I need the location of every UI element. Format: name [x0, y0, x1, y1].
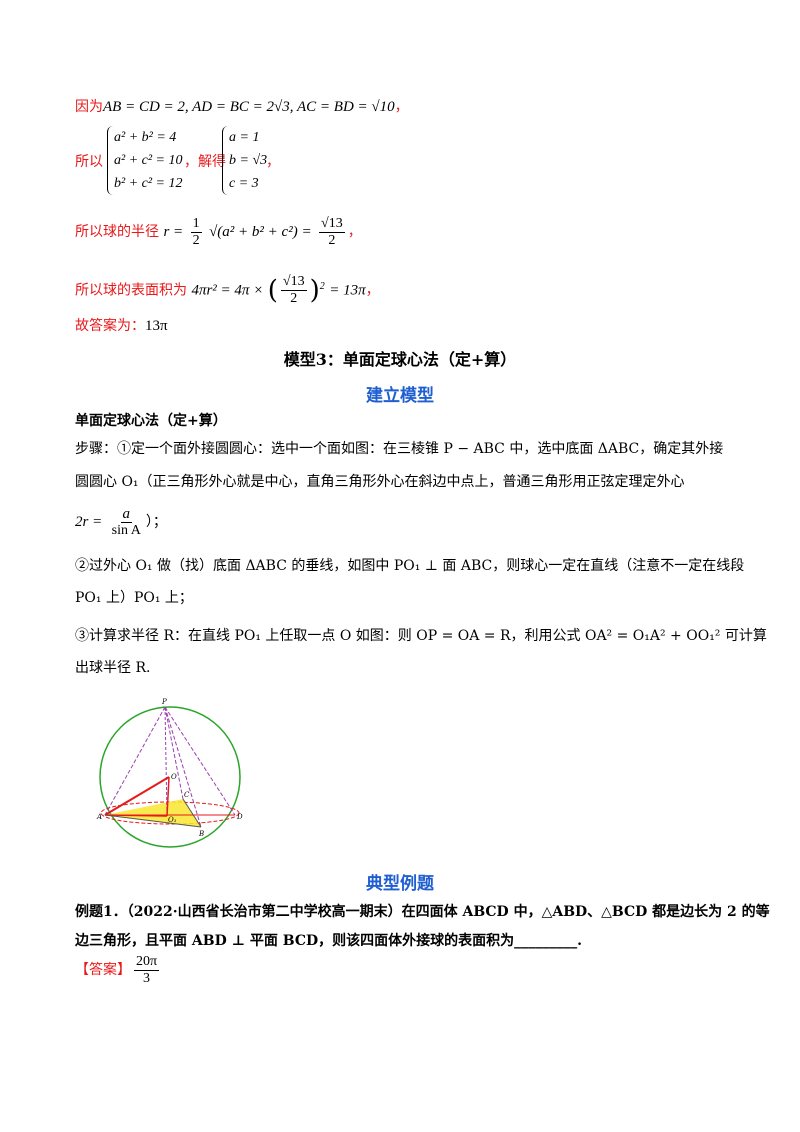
question-line: 边三角形，且平面 ABD ⊥ 平面 BCD，则该四面体外接球的表面积为_____… [75, 933, 583, 949]
text: 故答案为： [75, 318, 145, 334]
numerator: 20π [134, 953, 160, 971]
math: AB = CD = 2, AD = BC = 2√3, AC = BD = √1… [103, 99, 395, 115]
equation: b = √3 [229, 153, 268, 168]
equation: a² + b² = 4 [114, 130, 177, 145]
formula-line: 2r = a sin A）； [75, 504, 167, 540]
math: 13π [145, 318, 168, 334]
paragraph-line: ③计算求半径 R：在直线 PO₁ 上任取一点 O 如图：则 OP = OA = … [75, 628, 767, 644]
equation-system: a² + b² = 4 a² + c² = 10 b² + c² = 12 [107, 126, 183, 195]
text: 所以 [75, 154, 103, 170]
fraction: √13 2 [280, 274, 307, 307]
equation: b² + c² = 12 [114, 176, 183, 191]
denominator: 2 [328, 232, 336, 248]
line: 所以球的表面积为 4πr² = 4π × (√13 2)2 = 13π， [75, 274, 380, 307]
equation: c = 3 [229, 176, 259, 191]
question-line: 例题1．（2022·山西省长治市第二中学校高一期末）在四面体 ABCD 中，△A… [75, 904, 770, 920]
text: 所以球的表面积为 [75, 282, 187, 299]
denominator: 2 [290, 291, 298, 307]
equation: a² + c² = 10 [114, 153, 183, 168]
text: ， [394, 99, 409, 115]
paragraph-line: ②过外心 O₁ 做（找）底面 ΔABC 的垂线，如图中 PO₁ ⊥ 面 ABC，… [75, 558, 745, 574]
text: 所以球的半径 [75, 224, 159, 240]
section-title: 典型例题 [366, 874, 434, 894]
figure-label: O₁ [168, 816, 177, 824]
numerator: √13 [319, 215, 345, 233]
figure-label: C [184, 791, 190, 799]
math: 2r = [75, 514, 103, 530]
math: r = [163, 224, 184, 240]
figure-label: O [171, 773, 177, 781]
figure-label: D [236, 813, 243, 821]
text: 因为 [75, 99, 103, 115]
text: ， [365, 282, 380, 299]
figure-label: A [96, 813, 102, 821]
fraction: a sin A [110, 506, 143, 539]
section-title: 建立模型 [366, 386, 434, 406]
numerator: 1 [190, 215, 202, 233]
sphere-figure: P O C A O₁ B D [96, 698, 243, 848]
math: √(a² + b² + c²) = [209, 224, 312, 240]
answer-label: 【答案】 [75, 962, 131, 978]
solution-system: a = 1 b = √3 c = 3 [222, 126, 267, 195]
numerator: a [120, 505, 133, 523]
fraction: 20π 3 [134, 953, 160, 987]
text: ，解得 [184, 154, 226, 170]
paragraph-line: 步骤：①定一个面外接圆圆心：选中一个面如图：在三棱锥 P − ABC 中，选中底… [75, 441, 724, 457]
equation: a = 1 [229, 130, 260, 145]
text: ， [266, 154, 280, 170]
paragraph-line: 圆圆心 O₁（正三角形外心就是中心，直角三角形外心在斜边中点上，普通三角形用正弦… [75, 474, 685, 490]
heading: 模型3：单面定球心法（定+算） [283, 350, 517, 369]
math: = 13π [329, 282, 366, 299]
denominator: 2 [192, 232, 200, 248]
denominator: sin A [111, 522, 141, 538]
numerator: √13 [280, 274, 307, 292]
subtitle: 单面定球心法（定+算） [75, 413, 227, 429]
answer-line: 【答案】 20π 3 [75, 952, 162, 988]
line: 因为AB = CD = 2, AD = BC = 2√3, AC = BD = … [75, 97, 409, 117]
figure-label: P [161, 698, 167, 706]
line: 故答案为：13π [75, 316, 168, 336]
text: ）； [145, 514, 167, 530]
text: ， [347, 224, 362, 240]
paragraph-line: 出球半径 R. [75, 660, 151, 676]
paragraph-line: PO₁ 上）PO₁ 上； [75, 590, 193, 606]
denominator: 3 [143, 970, 151, 986]
exponent: 2 [319, 281, 325, 292]
math: 4πr² = 4π × [191, 282, 264, 299]
figure-label: B [198, 830, 204, 838]
fraction: √13 2 [319, 216, 345, 249]
